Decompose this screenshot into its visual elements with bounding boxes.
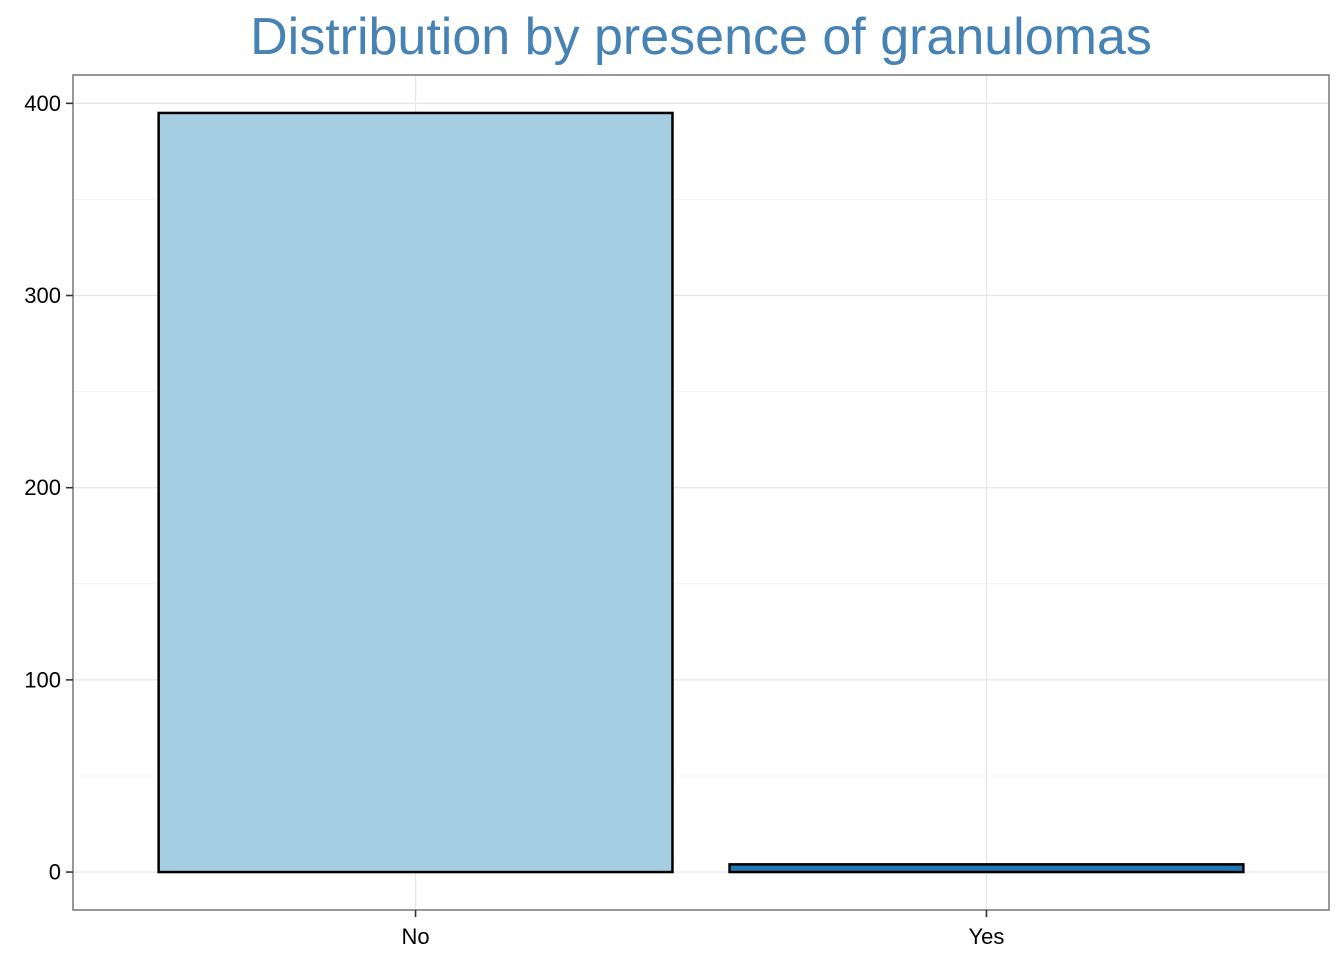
y-axis: 0 100 200 300 400 [24,91,73,885]
y-tick-label: 0 [49,860,61,885]
y-tick-label: 400 [24,91,61,116]
plot-panel-border [72,74,1330,911]
x-axis: No Yes [401,910,1004,949]
bar-no [157,111,674,874]
bar-yes [728,863,1245,874]
y-tick-label: 300 [24,283,61,308]
x-tick-label: No [401,924,429,949]
bars [157,111,1245,874]
chart-title: Distribution by presence of granulomas [250,8,1152,66]
x-tick-label: Yes [969,924,1005,949]
y-tick-label: 200 [24,475,61,500]
y-tick-label: 100 [24,667,61,692]
